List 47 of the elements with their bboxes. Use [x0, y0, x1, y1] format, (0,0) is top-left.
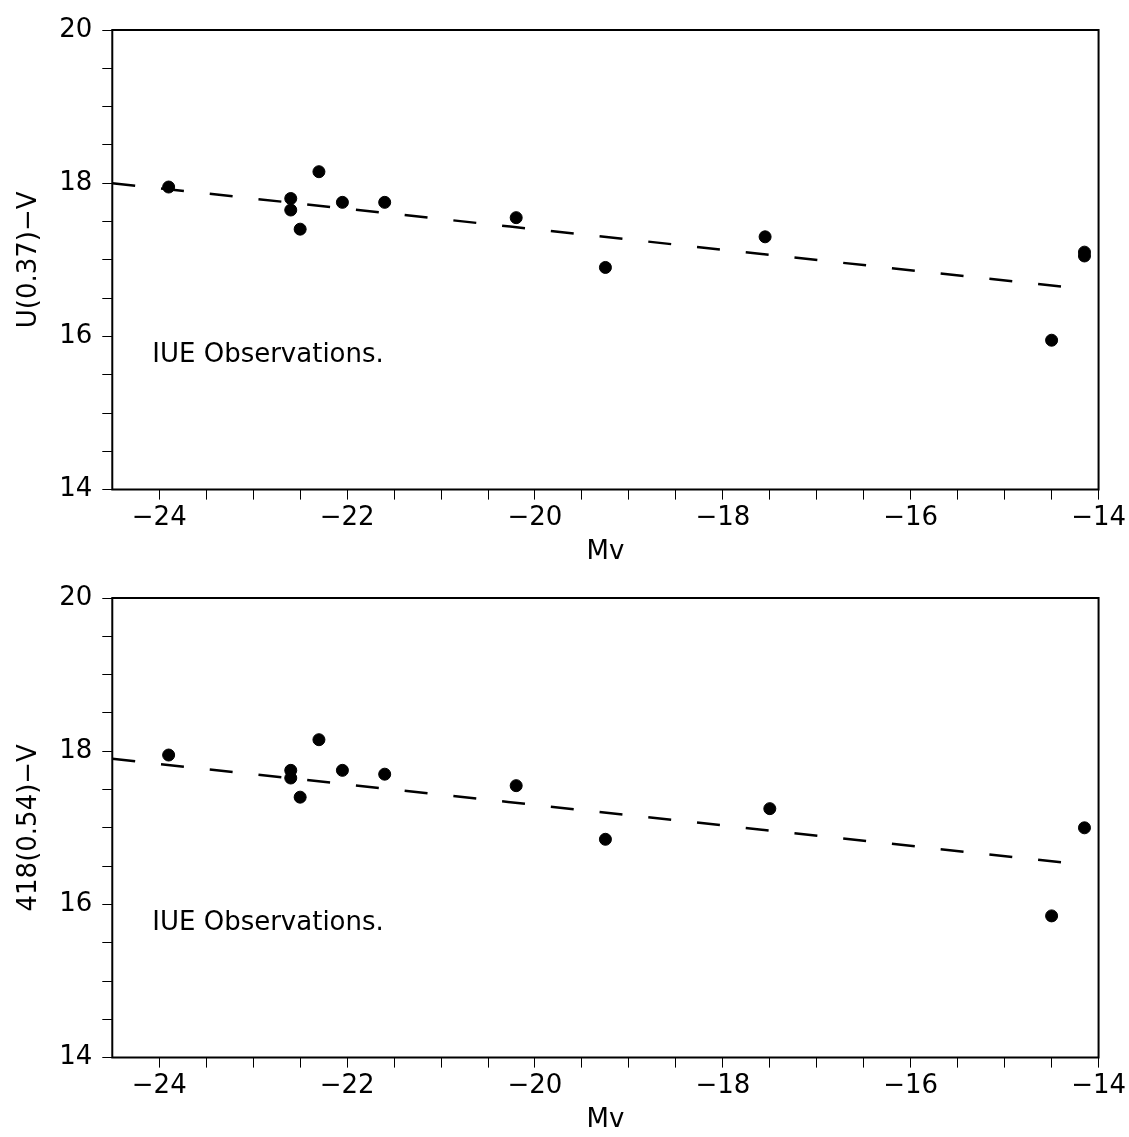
x-tick-label: −16: [883, 500, 939, 531]
point: [378, 195, 392, 209]
x-tick-label: −18: [695, 500, 751, 531]
point: [509, 779, 523, 793]
point: [312, 165, 326, 179]
x-tick-label: −20: [507, 1068, 563, 1099]
y-tick-label: 14: [59, 472, 93, 503]
point: [335, 195, 349, 209]
x-tick-label: −22: [319, 1068, 375, 1099]
point: [378, 767, 392, 781]
x-tick-label: −14: [1071, 1068, 1126, 1099]
x-tick-label: −14: [1071, 500, 1126, 531]
point: [335, 763, 349, 777]
point: [598, 832, 612, 846]
y-tick-label: 20: [59, 12, 93, 43]
y-axis-title: U(0.37)−V: [12, 191, 43, 329]
point: [293, 222, 307, 236]
y-tick-label: 18: [59, 165, 93, 196]
point: [162, 180, 176, 194]
x-tick-label: −18: [695, 1068, 751, 1099]
x-tick-label: −22: [319, 500, 375, 531]
x-tick-label: −16: [883, 1068, 939, 1099]
x-tick-label: −20: [507, 500, 563, 531]
y-tick-label: 18: [59, 733, 93, 764]
point: [284, 192, 298, 206]
point: [1045, 909, 1059, 923]
point: [509, 211, 523, 225]
point: [284, 203, 298, 217]
x-tick-label: −24: [131, 1068, 187, 1099]
point: [162, 748, 176, 762]
point: [1045, 333, 1059, 347]
point: [598, 260, 612, 274]
point: [1077, 821, 1091, 835]
y-tick-label: 20: [59, 580, 93, 611]
y-tick-label: 16: [59, 319, 93, 350]
y-axis-title: 418(0.54)−V: [12, 743, 43, 912]
y-tick-label: 14: [59, 1040, 93, 1071]
x-axis-title: Mv: [586, 535, 625, 566]
annotation: IUE Observations.: [152, 906, 384, 937]
y-tick-label: 16: [59, 887, 93, 918]
point: [758, 230, 772, 244]
annotation: IUE Observations.: [152, 338, 384, 369]
point: [293, 790, 307, 804]
point: [763, 802, 777, 816]
x-axis-title: Mv: [586, 1103, 625, 1134]
point: [312, 733, 326, 747]
x-tick-label: −24: [131, 500, 187, 531]
